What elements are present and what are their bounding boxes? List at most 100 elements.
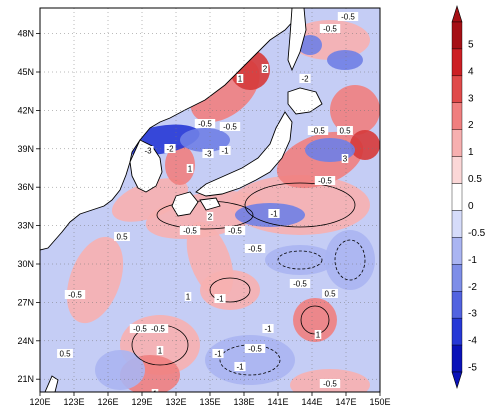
contour-label-bg <box>214 294 226 303</box>
contour-label: 1 <box>238 75 243 84</box>
colorbar-label: 4 <box>468 66 474 77</box>
contour-label-bg <box>261 64 269 73</box>
contour-label-bg <box>268 209 280 218</box>
contour-label: -0.5 <box>198 120 212 129</box>
contour-label-bg <box>236 74 244 83</box>
contour-line <box>244 182 356 228</box>
contour-label-bg <box>202 149 214 158</box>
anomaly-patch <box>327 50 363 70</box>
anomaly-patch <box>95 350 145 390</box>
contour-label-bg <box>212 349 224 358</box>
contour-label: -1 <box>236 363 244 372</box>
colorbar-label: -4 <box>468 336 477 347</box>
contour-label: 0.5 <box>116 233 128 242</box>
landmass <box>129 139 163 193</box>
contour-label: -1 <box>264 325 272 334</box>
contour-label-bg <box>129 324 151 333</box>
lat-tick-label: 30N <box>17 259 34 269</box>
contour-label: -0.5 <box>311 127 325 136</box>
anomaly-patch <box>298 35 322 55</box>
contour-label-bg <box>142 146 154 155</box>
land-layer <box>40 8 323 392</box>
contour-label: 1 <box>158 347 163 356</box>
landmass <box>40 8 301 251</box>
contour-label: -0.5 <box>68 291 82 300</box>
contour-label-bg <box>299 74 311 83</box>
contour-label: -0.5 <box>323 25 337 34</box>
contour-label-bg <box>64 290 86 299</box>
landmass <box>287 8 307 72</box>
anomaly-patch <box>265 245 335 275</box>
colorbar-label: 3 <box>468 93 474 104</box>
anomaly-patch <box>165 145 195 185</box>
contour-label: -0.5 <box>248 345 262 354</box>
lat-tick-label: 33N <box>17 221 34 231</box>
colorbar: 5 4 3 2 1 0.5 0 -0.5 -1 -2 -3 -4 -5 <box>451 4 486 390</box>
colorbar-segment <box>451 21 463 50</box>
longitude-axis: 120E 123E 126E 129E 132E 135E 138E 141E 144E 147E… <box>29 392 391 407</box>
lon-tick-label: 120E <box>29 397 50 407</box>
anomaly-patch <box>205 335 295 385</box>
colorbar-segment <box>451 102 463 130</box>
landmass <box>44 375 59 392</box>
contour-label: -1 <box>216 295 224 304</box>
landmass <box>171 191 199 217</box>
contour-label: 0.5 <box>324 290 336 299</box>
colorbar-label: 0.5 <box>468 174 482 185</box>
lat-tick-label: 42N <box>17 105 34 115</box>
contour-label-bg <box>164 144 176 153</box>
contour-label-bg <box>219 122 241 131</box>
contour-label: -1 <box>214 350 222 359</box>
lon-tick-label: 150E <box>369 397 390 407</box>
contour-label-bg <box>186 164 194 173</box>
colorbar-segment <box>451 156 463 184</box>
contour-label: -0.5 <box>183 227 197 236</box>
colorbar-label: 5 <box>468 39 474 50</box>
lat-tick-label: 36N <box>17 182 34 192</box>
lon-tick-label: 126E <box>97 397 118 407</box>
anomaly-patch <box>330 85 380 135</box>
colorbar-segment <box>451 48 463 77</box>
contour-label-bg <box>234 362 246 371</box>
contour-label: -1 <box>221 147 229 156</box>
colorbar-label: -1 <box>468 255 477 266</box>
landmass <box>195 111 293 197</box>
contour-line-negative <box>219 344 281 376</box>
contour-label: -0.5 <box>151 325 165 334</box>
lat-tick-label: 39N <box>17 144 34 154</box>
contour-label-bg <box>147 324 169 333</box>
anomaly-patch <box>180 128 230 152</box>
contour-label-bg <box>219 146 231 155</box>
contour-label: 1 <box>186 293 191 302</box>
colorbar-label: -5 <box>468 363 477 374</box>
contour-label: -0.5 <box>293 280 307 289</box>
contour-label-bg <box>114 232 130 241</box>
contour-label-bg <box>184 292 192 301</box>
contour-label: -3 <box>144 147 152 156</box>
contour-label-bg <box>341 154 349 163</box>
lat-tick-label: 48N <box>17 29 34 39</box>
colorbar-label: 2 <box>468 120 474 131</box>
contour-label-bg <box>337 126 353 135</box>
colorbar-segment <box>451 264 463 292</box>
contour-label: 0.5 <box>339 127 351 136</box>
contour-label-bg <box>289 279 311 288</box>
map-panel: 2 1 -2 -0.5 -0.5 -0.5 -0.5 -0.5 0.5 -3 -2 -3 -1 3 -0.5… <box>40 8 380 392</box>
colorbar-segment <box>451 291 463 319</box>
colorbar-segment <box>451 210 463 238</box>
contour-label-bg <box>322 289 338 298</box>
contour-label: 3 <box>343 155 348 164</box>
contour-label: -0.5 <box>133 325 147 334</box>
contour-label: -0.5 <box>248 245 262 254</box>
contour-label: -0.5 <box>228 227 242 236</box>
contour-label: -0.5 <box>341 13 355 22</box>
contour-label: -1 <box>270 210 278 219</box>
lat-tick-label: 24N <box>17 336 34 346</box>
colorbar-bottom-arrow <box>451 371 463 390</box>
contour-label-bg <box>319 24 341 33</box>
lon-tick-label: 132E <box>165 397 186 407</box>
colorbar-label: -3 <box>468 309 477 320</box>
contour-label-bg <box>194 119 216 128</box>
contour-label: 2 <box>208 213 213 222</box>
